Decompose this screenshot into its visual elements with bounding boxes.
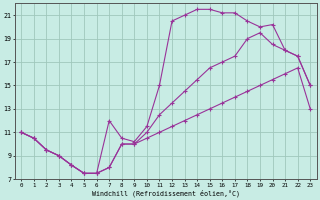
X-axis label: Windchill (Refroidissement éolien,°C): Windchill (Refroidissement éolien,°C) <box>92 189 240 197</box>
